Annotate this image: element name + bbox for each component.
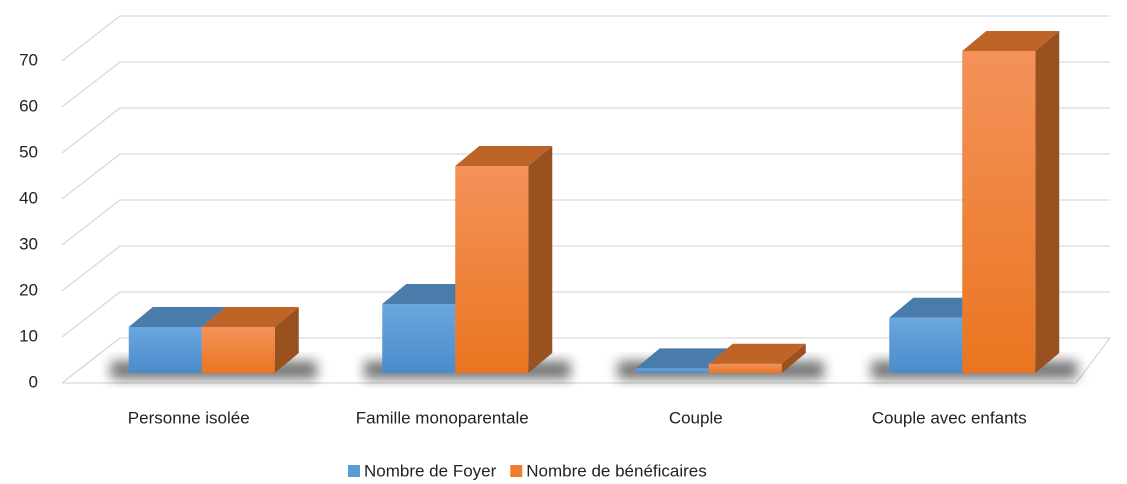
bar-front (382, 304, 456, 373)
bar-front (708, 363, 782, 373)
x-tick-label: Couple (669, 408, 723, 427)
bars (110, 31, 1078, 379)
y-tick-label: 70 (19, 50, 38, 69)
y-tick-label: 40 (19, 188, 38, 207)
bar-front (201, 327, 275, 373)
legend-swatch (510, 465, 523, 477)
y-tick-label: 20 (19, 280, 38, 299)
bar-side (1035, 31, 1060, 373)
grid-line (61, 107, 1110, 154)
bar-front (128, 327, 202, 373)
bar-top (382, 284, 480, 304)
bar-front (889, 317, 963, 373)
bar (962, 31, 1060, 373)
bar-top (201, 307, 299, 327)
bar (708, 343, 806, 373)
bar-top (635, 348, 733, 369)
grid-line (61, 15, 1110, 62)
bar-front (635, 368, 709, 373)
y-tick-label: 60 (19, 96, 38, 115)
grid-line (61, 199, 1110, 246)
x-tick-label: Famille monoparentale (356, 408, 529, 427)
x-tick-label: Couple avec enfants (872, 408, 1027, 427)
grid: 0 10 20 30 40 50 60 70 Personne isolée Famille mo… (19, 15, 1111, 427)
grid-line (61, 245, 1110, 292)
grid-line (61, 291, 1110, 338)
grid-line (61, 337, 1110, 384)
bar-front (455, 166, 529, 373)
legend-label: Nombre de Foyer (364, 461, 497, 480)
bar (455, 146, 553, 373)
legend-label: Nombre de bénéficaires (526, 461, 706, 480)
y-tick-label: 50 (19, 142, 38, 161)
y-tick-label: 0 (29, 372, 38, 391)
bar (201, 307, 299, 373)
bar-side (528, 146, 553, 373)
bar-top (128, 307, 226, 327)
legend-swatch (348, 465, 360, 477)
bar (382, 284, 480, 373)
y-tick-label: 30 (19, 234, 38, 253)
bar-front (962, 51, 1036, 373)
x-tick-label: Personne isolée (128, 408, 250, 427)
grid-line (61, 153, 1110, 200)
bar-top (962, 31, 1060, 51)
grid-line (61, 61, 1110, 108)
y-tick-label: 10 (19, 326, 38, 345)
bar-side (781, 343, 806, 373)
bar-top (455, 146, 553, 166)
bar-top (708, 343, 806, 364)
bar-side (274, 307, 299, 373)
bar-top (889, 297, 987, 318)
